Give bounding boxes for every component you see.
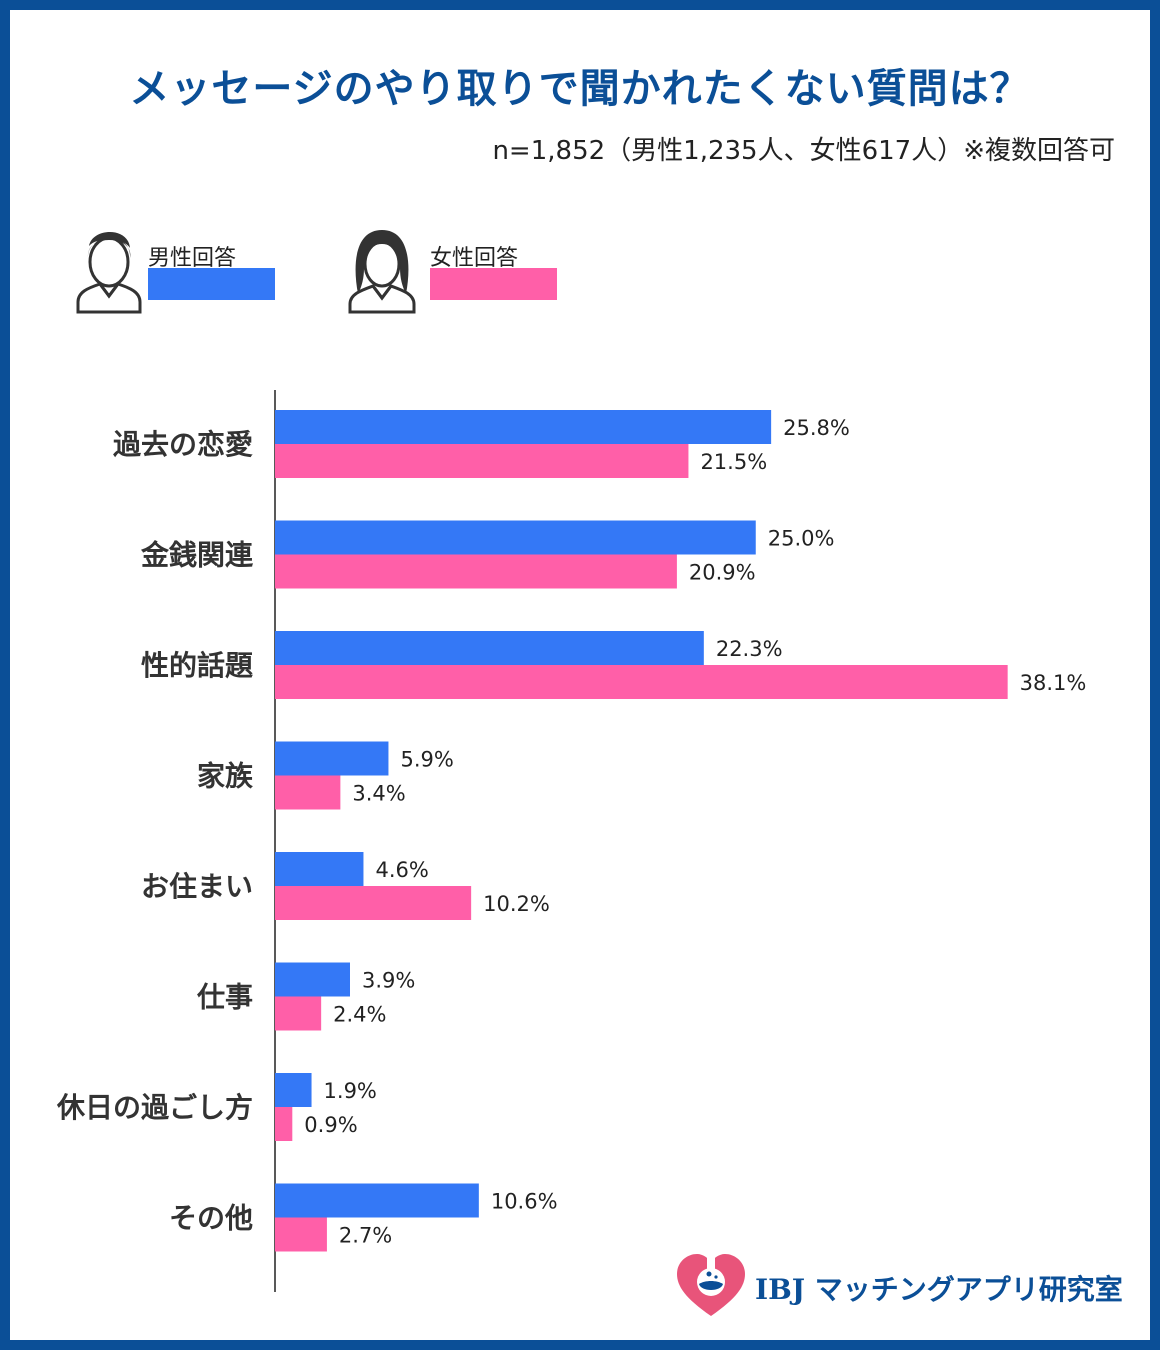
legend-female-swatch <box>430 268 557 300</box>
category-label: 金銭関連 <box>140 539 254 572</box>
legend-female-label: 女性回答 <box>430 246 519 271</box>
female-person-icon <box>346 222 418 318</box>
male-bar <box>275 962 350 997</box>
category-label: お住まい <box>141 870 253 903</box>
heart-flask-icon <box>677 1254 745 1316</box>
male-value-label: 25.0% <box>768 527 835 551</box>
male-value-label: 5.9% <box>400 748 453 772</box>
female-bar <box>275 665 1008 699</box>
female-bar <box>275 444 689 478</box>
male-bar <box>275 631 704 665</box>
female-bar <box>275 886 472 920</box>
female-value-label: 2.7% <box>339 1224 392 1248</box>
male-person-icon <box>74 222 144 318</box>
female-value-label: 10.2% <box>483 892 550 916</box>
male-value-label: 4.6% <box>375 858 428 882</box>
male-bar <box>275 1073 312 1107</box>
category-label: その他 <box>169 1202 253 1235</box>
category-label: 家族 <box>197 760 254 793</box>
category-label: 過去の恋愛 <box>113 428 253 461</box>
male-bar <box>275 520 756 555</box>
chart-title: メッセージのやり取りで聞かれたくない質問は？ <box>129 66 1031 112</box>
bar-chart: 過去の恋愛 25.8% 21.5% 金銭関連 25.0% 20.9% 性的話題 22.3% 38… <box>56 390 1087 1292</box>
female-value-label: 38.1% <box>1020 671 1087 695</box>
male-bar <box>275 1183 479 1218</box>
male-bar <box>275 741 389 776</box>
category-label: 仕事 <box>196 981 253 1014</box>
female-bar <box>275 1107 293 1141</box>
legend-male-label: 男性回答 <box>148 246 237 271</box>
female-value-label: 3.4% <box>352 782 405 806</box>
legend-male-swatch <box>148 268 275 300</box>
female-bar <box>275 554 677 589</box>
female-bar <box>275 1217 327 1252</box>
female-bar <box>275 996 322 1031</box>
male-value-label: 22.3% <box>716 637 783 661</box>
male-value-label: 25.8% <box>783 416 850 440</box>
chart-subtitle: n=1,852（男性1,235人、女性617人）※複数回答可 <box>492 136 1115 166</box>
logo-text: IBJ マッチングアプリ研究室 <box>755 1273 1123 1306</box>
male-value-label: 10.6% <box>491 1190 558 1214</box>
female-bar <box>275 775 341 810</box>
male-bar <box>275 852 364 886</box>
category-label: 性的話題 <box>141 649 254 682</box>
male-value-label: 1.9% <box>324 1079 377 1103</box>
male-value-label: 3.9% <box>362 969 415 993</box>
male-bar <box>275 410 772 444</box>
ibj-logo: IBJ マッチングアプリ研究室 <box>675 1250 1135 1320</box>
chart-frame: メッセージのやり取りで聞かれたくない質問は？ n=1,852（男性1,235人、… <box>10 10 1150 1340</box>
female-value-label: 21.5% <box>700 450 767 474</box>
female-value-label: 0.9% <box>304 1113 357 1137</box>
female-value-label: 2.4% <box>333 1003 386 1027</box>
female-value-label: 20.9% <box>689 561 756 585</box>
category-label: 休日の過ごし方 <box>56 1091 253 1124</box>
